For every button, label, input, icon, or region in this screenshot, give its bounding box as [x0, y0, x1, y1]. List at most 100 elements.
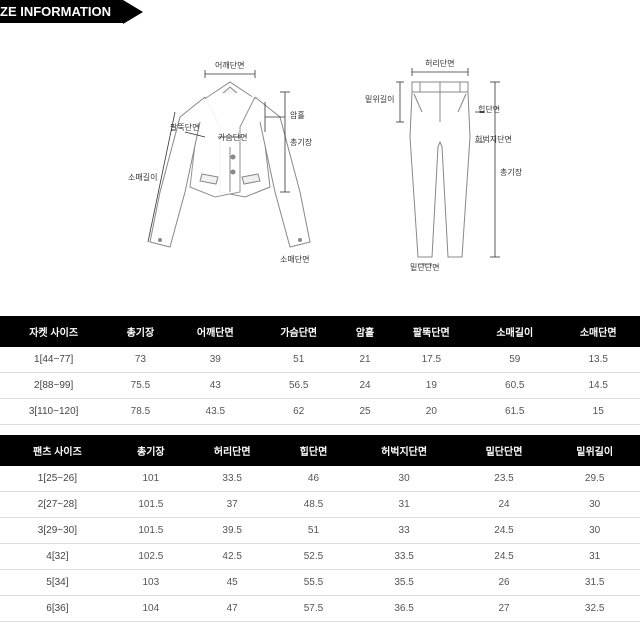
table-header: 자켓 사이즈 — [0, 316, 107, 347]
table-cell: 1[44~77] — [0, 347, 107, 373]
table-cell: 6[36] — [0, 596, 115, 622]
table-row: 3[29~30]101.539.5513324.530 — [0, 518, 640, 544]
table-cell: 59 — [473, 347, 556, 373]
table-cell: 31.5 — [549, 570, 640, 596]
table-cell: 26 — [459, 570, 550, 596]
table-header: 소매길이 — [473, 316, 556, 347]
table-row: 5[34]1034555.535.52631.5 — [0, 570, 640, 596]
table-cell: 39.5 — [187, 518, 278, 544]
table-cell: 14.5 — [556, 373, 640, 399]
table-cell: 23.5 — [459, 466, 550, 492]
table-cell: 102.5 — [115, 544, 187, 570]
table-cell: 25 — [340, 399, 389, 425]
table-cell: 101.5 — [115, 492, 187, 518]
table-row: 6[36]1044757.536.52732.5 — [0, 596, 640, 622]
table-cell: 5[34] — [0, 570, 115, 596]
diagram-area: 어깨단면 가슴단면 암홀 총기장 소매길이 팔뚝단면 소매단면 — [0, 31, 640, 306]
label-hip: 힙단면 — [478, 104, 500, 115]
table-cell: 3[29~30] — [0, 518, 115, 544]
table-header: 힙단면 — [277, 435, 349, 466]
table-cell: 15 — [556, 399, 640, 425]
label-chest: 가슴단면 — [218, 132, 247, 143]
table-header: 소매단면 — [556, 316, 640, 347]
table-cell: 30 — [549, 492, 640, 518]
table-header: 팬츠 사이즈 — [0, 435, 115, 466]
table-cell: 1[25~26] — [0, 466, 115, 492]
table-cell: 46 — [277, 466, 349, 492]
table-cell: 30 — [349, 466, 458, 492]
table-cell: 47 — [187, 596, 278, 622]
table-cell: 13.5 — [556, 347, 640, 373]
table-row: 3[110~120]78.543.562252061.515 — [0, 399, 640, 425]
table-cell: 103 — [115, 570, 187, 596]
header-title: ZE INFORMATION — [0, 0, 123, 23]
table-cell: 37 — [187, 492, 278, 518]
table-cell: 48.5 — [277, 492, 349, 518]
table-cell: 35.5 — [349, 570, 458, 596]
table-header: 밑위길이 — [549, 435, 640, 466]
table-cell: 27 — [459, 596, 550, 622]
table-header: 총기장 — [107, 316, 173, 347]
table-row: 1[25~26]10133.5463023.529.5 — [0, 466, 640, 492]
label-arm: 팔뚝단면 — [170, 122, 199, 133]
table-cell: 61.5 — [473, 399, 556, 425]
table-cell: 55.5 — [277, 570, 349, 596]
table-cell: 45 — [187, 570, 278, 596]
label-hem: 밑단단면 — [410, 262, 439, 273]
table-cell: 21 — [340, 347, 389, 373]
table-cell: 20 — [390, 399, 473, 425]
table-row: 1[44~77]7339512117.55913.5 — [0, 347, 640, 373]
table-cell: 31 — [349, 492, 458, 518]
table-cell: 24.5 — [459, 518, 550, 544]
jacket-diagram: 어깨단면 가슴단면 암홀 총기장 소매길이 팔뚝단면 소매단면 — [130, 62, 330, 275]
table-cell: 73 — [107, 347, 173, 373]
label-waist: 허리단면 — [425, 58, 454, 69]
table-header: 허벅지단면 — [349, 435, 458, 466]
jacket-size-table: 자켓 사이즈총기장어깨단면가슴단면암홀팔뚝단면소매길이소매단면 1[44~77]… — [0, 316, 640, 425]
table-cell: 4[32] — [0, 544, 115, 570]
table-cell: 17.5 — [390, 347, 473, 373]
label-armhole: 암홀 — [290, 110, 305, 121]
table-cell: 56.5 — [257, 373, 340, 399]
table-cell: 43 — [174, 373, 257, 399]
table-cell: 62 — [257, 399, 340, 425]
table-cell: 30 — [549, 518, 640, 544]
table-cell: 33.5 — [349, 544, 458, 570]
table-row: 4[32]102.542.552.533.524.531 — [0, 544, 640, 570]
table-row: 2[88~99]75.54356.5241960.514.5 — [0, 373, 640, 399]
label-cuff: 소매단면 — [280, 254, 309, 265]
label-sleeve: 소매길이 — [128, 172, 157, 183]
label-rise: 밑위길이 — [365, 94, 394, 105]
table-cell: 3[110~120] — [0, 399, 107, 425]
label-length: 총기장 — [290, 137, 312, 148]
table-header: 밑단단면 — [459, 435, 550, 466]
table-cell: 2[27~28] — [0, 492, 115, 518]
table-cell: 39 — [174, 347, 257, 373]
table-header: 허리단면 — [187, 435, 278, 466]
table-cell: 36.5 — [349, 596, 458, 622]
table-cell: 24 — [459, 492, 550, 518]
table-cell: 43.5 — [174, 399, 257, 425]
table-header: 총기장 — [115, 435, 187, 466]
table-header: 암홀 — [340, 316, 389, 347]
table-row: 2[27~28]101.53748.5312430 — [0, 492, 640, 518]
table-cell: 33.5 — [187, 466, 278, 492]
label-plength: 총기장 — [500, 167, 522, 178]
table-cell: 52.5 — [277, 544, 349, 570]
table-header: 가슴단면 — [257, 316, 340, 347]
table-cell: 24 — [340, 373, 389, 399]
table-header: 어깨단면 — [174, 316, 257, 347]
table-cell: 42.5 — [187, 544, 278, 570]
table-cell: 24.5 — [459, 544, 550, 570]
table-cell: 51 — [257, 347, 340, 373]
label-thigh: 허벅지단면 — [475, 134, 512, 145]
table-cell: 31 — [549, 544, 640, 570]
table-cell: 101 — [115, 466, 187, 492]
table-cell: 78.5 — [107, 399, 173, 425]
table-cell: 60.5 — [473, 373, 556, 399]
table-cell: 19 — [390, 373, 473, 399]
table-header: 팔뚝단면 — [390, 316, 473, 347]
table-cell: 29.5 — [549, 466, 640, 492]
table-cell: 33 — [349, 518, 458, 544]
table-cell: 104 — [115, 596, 187, 622]
